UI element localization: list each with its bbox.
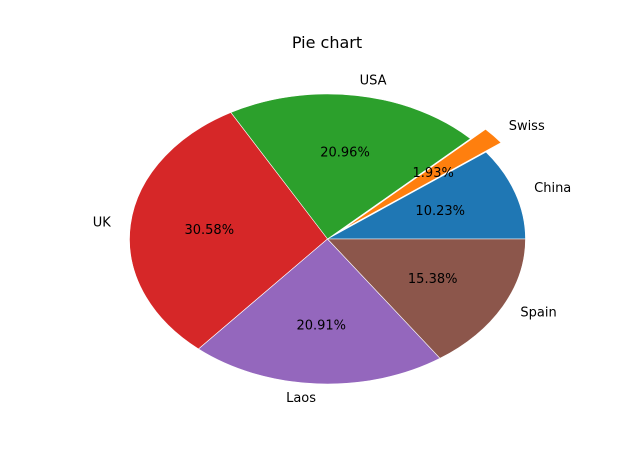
pct-label-swiss: 1.93%	[413, 166, 454, 181]
category-label-laos: Laos	[286, 391, 316, 406]
category-label-swiss: Swiss	[509, 119, 545, 134]
category-label-uk: UK	[93, 216, 112, 231]
pct-label-laos: 20.91%	[296, 318, 346, 333]
category-label-china: China	[534, 181, 571, 196]
pct-label-china: 10.23%	[415, 204, 465, 219]
pie-slice-uk	[129, 112, 328, 350]
pie-slice-swiss	[342, 128, 502, 230]
pct-label-spain: 15.38%	[408, 272, 458, 287]
pie-slice-usa	[230, 93, 471, 240]
pct-label-uk: 30.58%	[184, 223, 234, 238]
pie-slice-laos	[197, 238, 441, 385]
category-label-usa: USA	[360, 74, 387, 89]
category-label-spain: Spain	[520, 306, 556, 321]
pie-slice-spain	[326, 238, 526, 359]
pct-label-usa: 20.96%	[320, 145, 370, 160]
pie-slices	[129, 93, 526, 385]
pie-labels: 10.23% China 1.93% Swiss 20.96% USA 30.58% UK 20…	[93, 74, 572, 406]
chart-title: Pie chart	[292, 33, 362, 52]
pie-slice-china	[327, 151, 526, 240]
